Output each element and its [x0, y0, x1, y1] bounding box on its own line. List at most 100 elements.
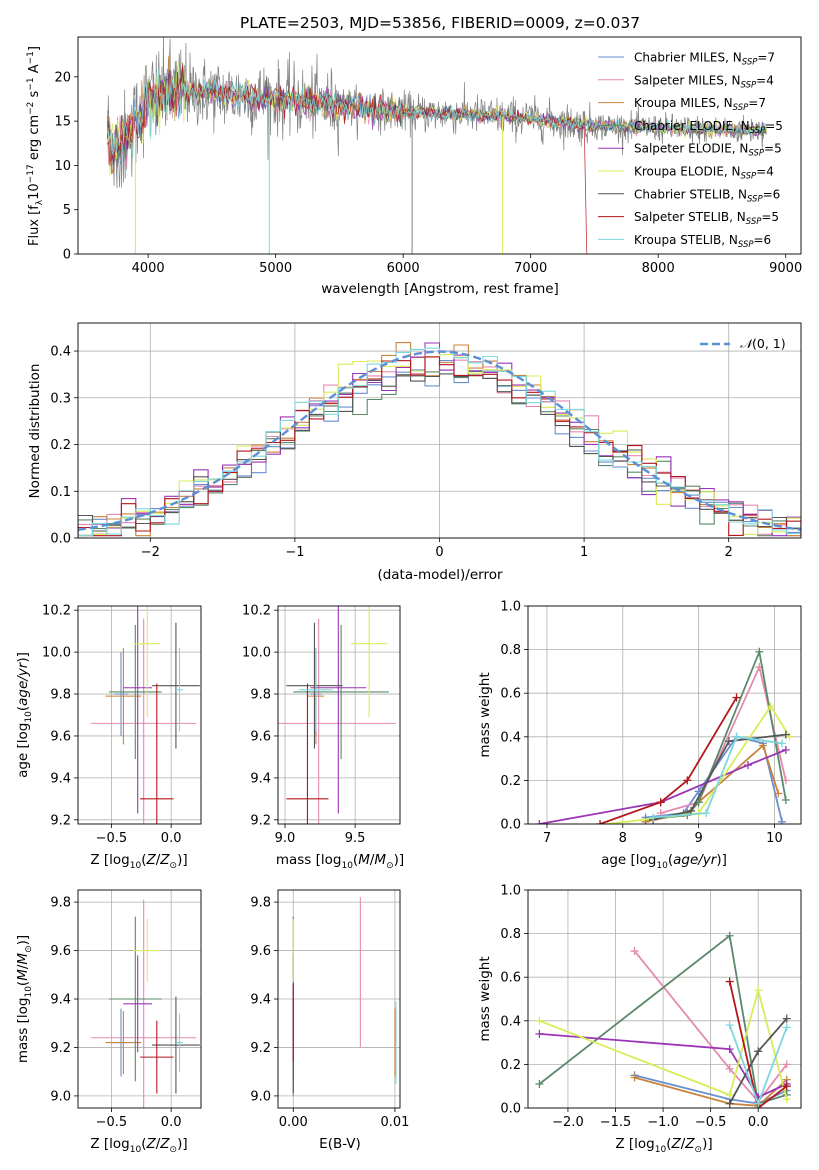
mass_weight_vs_Z-plot-area [535, 931, 791, 1108]
legend-label-main: Salpeter STELIB, N [634, 210, 746, 224]
spectrum-ytick-label: 20 [54, 70, 71, 85]
mass-vs-z-ylabel-part: 10 [24, 986, 34, 998]
weight-point-kroupa-stelib [778, 739, 787, 748]
age_vs_mass-ytick-label: 10.2 [242, 604, 271, 619]
mass_vs_EBV-xtick-label: 0.01 [380, 1115, 409, 1130]
residuals-plot-area [78, 342, 801, 537]
mass_weight_vs_age-frame [527, 605, 802, 825]
mass_vs_EBV-ytick-label: 9.0 [250, 1089, 271, 1104]
weight-line-kroupa-miles [645, 743, 780, 823]
weight-point-kroupa-elodie [782, 1095, 791, 1104]
weight-point-salpeter-stelib [782, 1082, 791, 1091]
spectrum-plot-area [106, 37, 767, 254]
weight-point-chabrier-stelib [725, 1099, 734, 1108]
legend-label-sub: SSP [748, 149, 764, 159]
spectrum-ylabel-part: Flux [f [27, 205, 42, 246]
weight-point-salpeter-elodie [535, 1029, 544, 1038]
age_vs_Z-plot-area [91, 606, 200, 824]
legend-label-sub: SSP [733, 103, 749, 113]
mass_weight_vs_Z-ytick-label: 0.2 [500, 1058, 521, 1073]
gaussian-legend-label: 𝒩(0, 1) [740, 336, 786, 351]
residuals-ytick-label: 0.0 [50, 532, 71, 547]
weight-vs-age-xlabel-part: age [log [601, 852, 656, 868]
age_vs_Z-xtick-label: 0.0 [161, 831, 182, 846]
legend-label-suffix: =6 [754, 233, 772, 247]
weight-point-salpeter-elodie [743, 761, 752, 770]
legend-label-suffix: =6 [763, 187, 781, 201]
mass-vs-z-ylabel-part: ⊙ [24, 945, 34, 953]
mass_vs_Z-xtick-label: −0.5 [96, 1115, 128, 1130]
spectrum-xtick-label: 6000 [387, 261, 420, 276]
weight-vs-z-ylabel: mass weight [477, 956, 493, 1041]
weight-point-salpeter-elodie [725, 1045, 734, 1054]
weight-vs-z-xlabel-part: )] [702, 1136, 713, 1152]
age-vs-mass-xlabel-part: )] [394, 852, 405, 868]
mass-vs-z-xlabel-part: Z [159, 1136, 170, 1152]
residuals-panel: −2 −1 0 1 2 0.0 0.1 0.2 0.3 0.4 𝒩(0, 1) (data-model… [27, 322, 802, 583]
legend-label: Salpeter ELODIE, NSSP=5 [634, 142, 782, 159]
mass-vs-z-ylabel-part: M [15, 969, 31, 981]
age_vs_mass-ytick-label: 9.2 [250, 813, 271, 828]
mass-vs-z-xlabel-part: )] [177, 1136, 188, 1152]
mass_weight_vs_Z-panel: −2.0 −1.5 −1.0 −0.5 0.0 0.0 0.2 0.4 0.6 0.8 1.0 Z [… [477, 884, 802, 1155]
weight-vs-z-xlabel: Z [log10(Z/Z⊙)] [615, 1136, 712, 1155]
mass_vs_EBV-ytick-label: 9.8 [250, 896, 271, 911]
age_vs_mass-xtick-label: 9.5 [345, 831, 366, 846]
mass_weight_vs_Z-xtick-label: −1.5 [600, 1115, 632, 1130]
age_vs_mass-ytick-label: 9.8 [250, 688, 271, 703]
model-line-kroupa-stelib [106, 67, 767, 158]
mass_weight_vs_Z-ytick-label: 0.4 [500, 1014, 521, 1029]
model-line-salpeter-stelib [106, 66, 588, 254]
mass_weight_vs_Z-xtick-label: −0.5 [695, 1115, 727, 1130]
weight-point-kroupa-stelib [754, 1099, 763, 1108]
legend-label-main: Kroupa STELIB, N [634, 233, 738, 247]
weight-line-salpeter-elodie [539, 1033, 788, 1099]
mass_weight_vs_Z-ytick-label: 1.0 [500, 884, 521, 899]
mass-vs-z-xlabel-part: Z [145, 1136, 156, 1152]
spectrum-panel: 4000 5000 6000 7000 8000 9000 0 5 10 15 20 Chabrier… [26, 36, 802, 297]
spectrum-ylabel-part: ] [27, 46, 42, 51]
age-vs-z-xlabel-part: Z [145, 852, 156, 868]
mass_weight_vs_age-xtick-label: 9 [694, 831, 702, 846]
mass_weight_vs_age-xtick-label: 8 [619, 831, 627, 846]
age_vs_Z-ytick-label: 9.8 [50, 688, 71, 703]
spectrum-ylabel-part: −1 [26, 77, 36, 90]
mass_vs_Z-panel: −0.5 0.09.09.29.49.69.8Z [log10(Z/Z⊙)]mas… [15, 889, 202, 1155]
legend-label-main: Salpeter ELODIE, N [634, 142, 748, 156]
age-vs-z-ylabel-part: 10 [24, 711, 34, 723]
residuals-ytick-label: 0.3 [50, 391, 71, 406]
mass-vs-z-ylabel-part: mass [log [15, 998, 31, 1064]
weight-point-chabrier-elodie [755, 647, 764, 656]
age_vs_Z-ytick-label: 9.6 [50, 729, 71, 744]
spectrum-xtick-label: 9000 [769, 261, 802, 276]
weight-point-salpeter-miles [656, 809, 665, 818]
legend-label-sub: SSP [746, 217, 762, 227]
weight-vs-age-xlabel-part: age/yr [673, 852, 718, 868]
age-vs-z-xlabel-part: ( [141, 852, 146, 868]
mass_weight_vs_age-ytick-label: 1.0 [500, 600, 521, 615]
legend-label-main: Salpeter MILES, N [634, 73, 741, 87]
weight-vs-z-xlabel-part: Z [684, 1136, 695, 1152]
legend-label-main: Chabrier ELODIE, N [634, 119, 750, 133]
residuals-xtick-label: −2 [141, 545, 160, 560]
age-vs-z-xlabel-part: Z [log [90, 852, 129, 868]
weight-point-chabrier-elodie [725, 931, 734, 940]
spectrum-ytick-label: 0 [63, 248, 71, 263]
weight-point-chabrier-stelib [782, 1014, 791, 1023]
weight-line-salpeter-stelib [728, 981, 788, 1108]
age_vs_Z-ytick-label: 9.2 [50, 813, 71, 828]
weight-vs-z-xlabel-part: 10 [655, 1145, 667, 1155]
mass_vs_EBV-plot-area [292, 897, 397, 1096]
legend-label-suffix: =7 [757, 51, 775, 65]
weight-vs-age-xlabel: age [log10(age/yr)] [601, 852, 727, 871]
weight-point-salpeter-elodie [781, 745, 790, 754]
spectrum-ylabel-part: erg cm [27, 115, 42, 164]
weight-point-salpeter-elodie [535, 820, 544, 824]
weight-point-kroupa-elodie [535, 1016, 544, 1025]
weight-point-salpeter-stelib [725, 977, 734, 986]
legend-label-suffix: =5 [764, 142, 782, 156]
age-vs-z-xlabel-part: 10 [130, 861, 142, 871]
legend-label-suffix: =4 [756, 165, 774, 179]
mass_weight_vs_Z-ytick-label: 0.0 [500, 1102, 521, 1117]
